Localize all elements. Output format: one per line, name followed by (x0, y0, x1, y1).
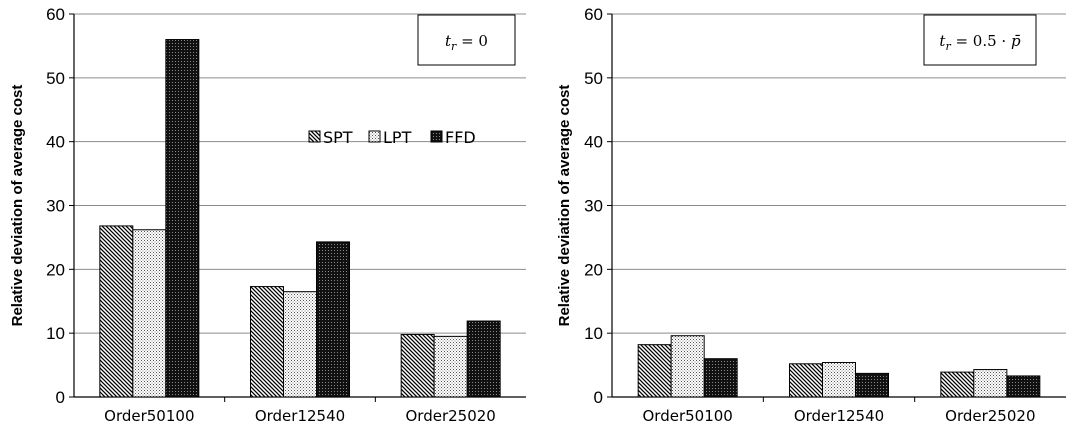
y-tick-label: 30 (584, 197, 603, 216)
bar-ffd-order50100 (703, 358, 738, 398)
bar-lpt-order50100 (132, 229, 167, 398)
y-tick-label: 20 (46, 260, 65, 279)
annotation-text: tr = 0.5 · p̄ (939, 32, 1021, 53)
y-axis-label: Relative deviation of average cost (9, 85, 26, 327)
bar-lpt-order25020 (973, 369, 1008, 398)
legend-label-lpt: LPT (383, 128, 412, 147)
x-category-label: Order12540 (794, 407, 884, 425)
bar-ffd-order12540 (316, 241, 350, 398)
x-category-label: Order50100 (642, 407, 732, 425)
chart-panel-1: 0 10 20 30 40 50 60 Relative deviation of avera… (9, 5, 526, 425)
bar-spt-order12540 (250, 286, 284, 398)
bar-spt-order12540 (789, 363, 823, 398)
y-tick-label: 0 (594, 388, 603, 407)
y-tick-label: 40 (584, 133, 603, 152)
bar-ffd-order25020 (466, 320, 501, 398)
bar-spt-order25020 (940, 371, 975, 398)
annotation-text: tr = 0 (445, 32, 488, 53)
legend-label-ffd: FFD (445, 128, 476, 147)
legend-label-spt: SPT (323, 128, 353, 147)
y-tick-label: 50 (584, 69, 603, 88)
bar-ffd-order50100 (165, 39, 200, 398)
annotation-box (417, 14, 516, 66)
bar-lpt-order12540 (822, 362, 856, 398)
y-tick-label: 10 (46, 324, 65, 343)
y-tick-label: 0 (56, 388, 65, 407)
y-tick-label: 30 (46, 197, 65, 216)
bar-lpt-order25020 (433, 335, 468, 398)
y-tick-label: 60 (584, 5, 603, 24)
legend-swatch-ffd (430, 130, 443, 143)
bar-lpt-order50100 (670, 335, 705, 398)
y-tick-label: 60 (46, 5, 65, 24)
y-axis-label: Relative deviation of average cost (556, 85, 573, 327)
legend-swatch-lpt (368, 130, 381, 143)
bar-lpt-order12540 (283, 291, 317, 398)
x-category-label: Order12540 (255, 407, 345, 425)
x-category-label: Order25020 (945, 407, 1035, 425)
y-tick-label: 20 (584, 260, 603, 279)
bar-spt-order50100 (637, 344, 672, 398)
x-category-label: Order25020 (405, 407, 495, 425)
bar-ffd-order12540 (855, 372, 889, 398)
chart-panel-2: 0 10 20 30 40 50 60 Relative deviation of avera… (556, 5, 1066, 425)
y-tick-label: 50 (46, 69, 65, 88)
bar-spt-order25020 (400, 333, 435, 398)
legend-swatch-spt (308, 130, 321, 143)
annotation-box (923, 14, 1037, 66)
bar-spt-order50100 (99, 225, 134, 398)
y-tick-label: 10 (584, 324, 603, 343)
y-tick-label: 40 (46, 133, 65, 152)
legend: SPT LPT FFD (308, 128, 476, 147)
x-category-label: Order50100 (104, 407, 194, 425)
bar-ffd-order25020 (1006, 375, 1041, 398)
